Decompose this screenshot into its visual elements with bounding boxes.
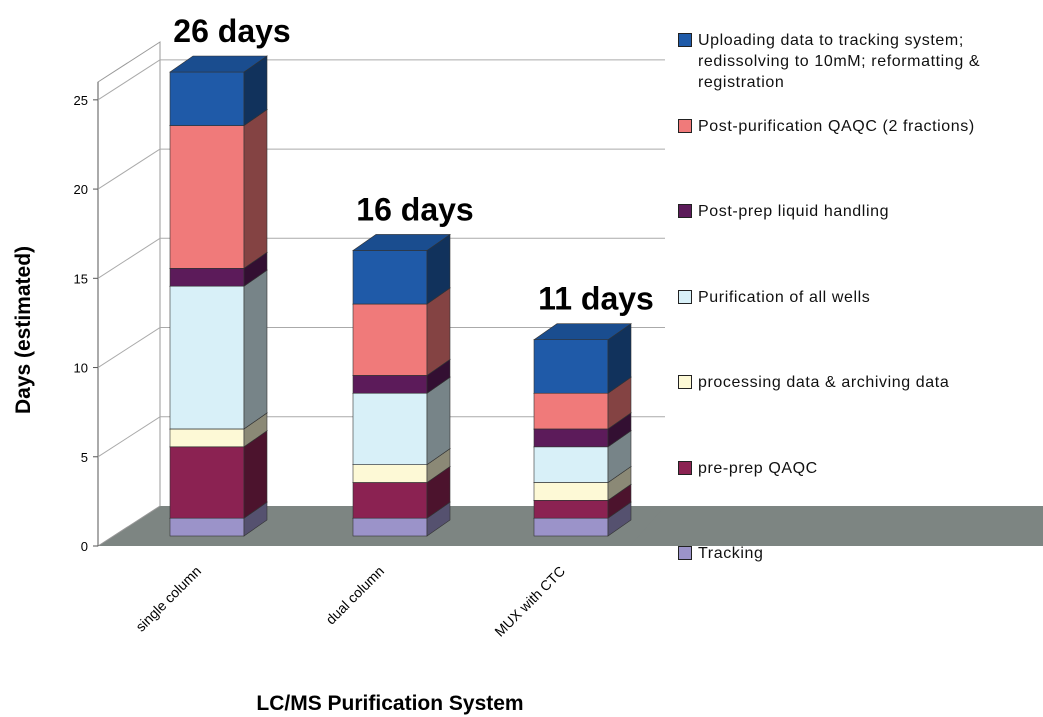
bar-segment: [352, 517, 428, 537]
bar-segment: [352, 375, 428, 394]
legend-item: Post-purification QAQC (2 fractions): [678, 116, 1038, 137]
x-axis-label: LC/MS Purification System: [256, 692, 523, 715]
y-tick-label: 15: [74, 271, 88, 286]
legend-item: Uploading data to tracking system; redis…: [678, 30, 1038, 93]
bar-segment: [533, 446, 609, 483]
bar-segment: [169, 285, 245, 430]
legend-item: Purification of all wells: [678, 287, 1038, 308]
grid-line: [97, 148, 161, 190]
legend-item: Post-prep liquid handling: [678, 201, 1038, 222]
total-label: 11 days: [538, 281, 654, 317]
x-tick-label: MUX with CTC: [491, 563, 568, 640]
bar-segment: [533, 392, 609, 430]
bar-segment: [533, 339, 609, 394]
x-tick-label: dual column: [322, 563, 387, 628]
legend-label: Tracking: [698, 545, 764, 562]
bar-segment: [533, 482, 609, 501]
total-label: 26 days: [173, 13, 290, 49]
bar-side: [243, 108, 268, 269]
bar-segment: [169, 428, 245, 448]
bar-segment: [169, 71, 245, 126]
legend-item: processing data & archiving data: [678, 372, 1038, 393]
bar-top: [352, 234, 451, 251]
legend-item: Tracking: [678, 543, 1038, 564]
bar-segment: [169, 446, 245, 519]
y-tick-label: 5: [81, 450, 88, 465]
legend-swatch: [678, 546, 692, 560]
y-tick-label: 0: [81, 539, 88, 554]
legend-swatch: [678, 375, 692, 389]
legend-label: pre-prep QAQC: [698, 459, 818, 477]
legend-swatch: [678, 460, 692, 475]
bar-segment: [533, 500, 609, 519]
x-tick-label: single column: [132, 563, 204, 635]
legend-swatch: [678, 204, 692, 218]
y-tick-label: 10: [74, 361, 88, 376]
grid-line: [97, 327, 161, 368]
bar-segment: [533, 428, 609, 448]
legend-swatch: [678, 33, 692, 47]
bar-segment: [352, 482, 428, 519]
legend-label: Post-prep liquid handling: [698, 203, 890, 220]
grid-line: [97, 416, 161, 458]
bar-segment: [169, 268, 245, 287]
bar-segment: [169, 125, 245, 269]
bar-top: [169, 55, 268, 73]
left-wall: [97, 41, 161, 547]
y-tick-label: 25: [74, 93, 88, 108]
bar-segment: [352, 250, 428, 305]
legend-label: Uploading data to tracking system; redis…: [698, 32, 981, 91]
total-label: 16 days: [356, 191, 473, 227]
y-tick-label: 20: [74, 182, 88, 197]
bar-segment: [352, 392, 428, 465]
bar-segment: [169, 517, 245, 537]
legend-label: Post-purification QAQC (2 fractions): [698, 117, 975, 135]
legend-label: processing data & archiving data: [698, 374, 950, 391]
legend-swatch: [678, 118, 692, 133]
bar-segment: [352, 303, 428, 376]
grid-line: [97, 237, 161, 279]
bar-segment: [352, 464, 428, 483]
grid-line: [97, 59, 161, 101]
bar-segment: [533, 517, 609, 537]
legend-label: Purification of all wells: [698, 288, 871, 306]
bar-side: [243, 269, 268, 430]
legend-item: pre-prep QAQC: [678, 458, 1038, 479]
legend-swatch: [678, 289, 692, 304]
bar-top: [533, 323, 632, 340]
y-axis-label: Days (estimated): [12, 246, 35, 414]
